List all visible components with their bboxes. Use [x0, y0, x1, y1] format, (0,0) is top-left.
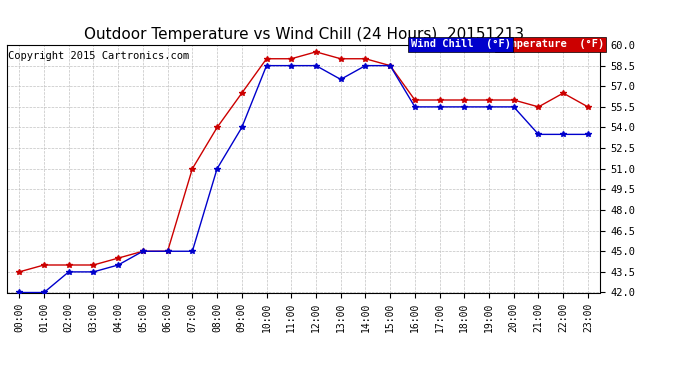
- Title: Outdoor Temperature vs Wind Chill (24 Hours)  20151213: Outdoor Temperature vs Wind Chill (24 Ho…: [83, 27, 524, 42]
- Text: Temperature  (°F): Temperature (°F): [497, 39, 604, 50]
- Text: Wind Chill  (°F): Wind Chill (°F): [411, 39, 511, 50]
- Text: Copyright 2015 Cartronics.com: Copyright 2015 Cartronics.com: [8, 51, 190, 61]
